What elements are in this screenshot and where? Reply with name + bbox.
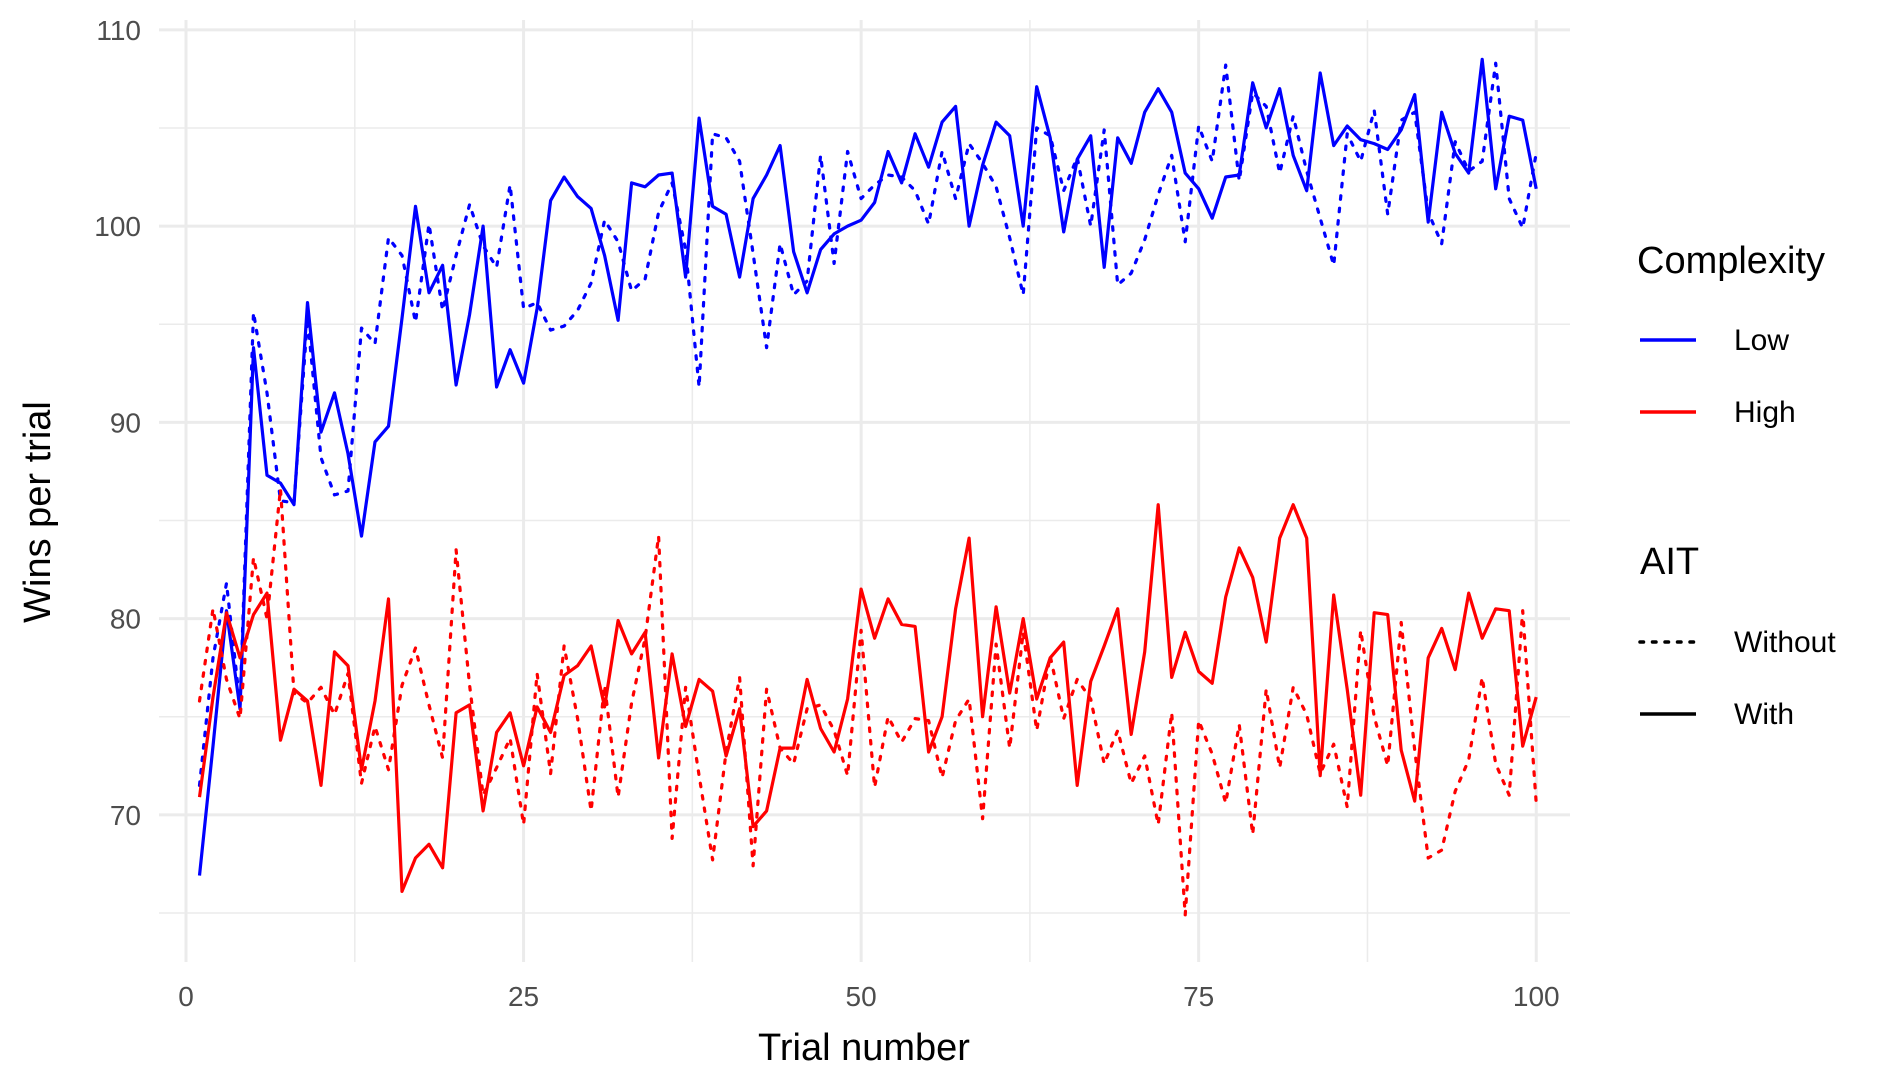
grid-major — [159, 20, 1570, 962]
x-tick-label: 25 — [508, 981, 539, 1012]
legend: Complexity Low High AIT Without With — [1637, 240, 1836, 731]
y-tick-label: 70 — [110, 800, 141, 831]
y-tick-label: 110 — [96, 15, 141, 46]
y-tick-label: 100 — [94, 211, 141, 242]
series-low-without — [197, 61, 1538, 788]
legend-title-complexity: Complexity — [1637, 240, 1825, 282]
x-tick-label: 50 — [846, 981, 877, 1012]
y-tick-label: 80 — [110, 604, 141, 635]
legend-label-with: With — [1734, 698, 1794, 731]
x-axis-title: Trial number — [758, 1027, 970, 1069]
y-tick-label: 90 — [110, 407, 141, 438]
series-low-with — [197, 57, 1538, 876]
x-axis-ticks: 0 25 50 75 100 — [178, 981, 1559, 1012]
series-layer — [197, 57, 1538, 917]
y-axis-title: Wins per trial — [17, 401, 59, 623]
x-tick-label: 100 — [1513, 981, 1560, 1012]
y-axis-ticks: 70 80 90 100 110 — [94, 15, 141, 831]
series-high-without — [197, 487, 1538, 917]
series-high-with — [197, 503, 1538, 894]
grid-minor — [159, 20, 1570, 962]
x-tick-label: 0 — [178, 981, 194, 1012]
legend-label-high: High — [1734, 396, 1796, 429]
legend-label-without: Without — [1734, 626, 1836, 659]
legend-title-ait: AIT — [1640, 541, 1699, 583]
x-tick-label: 75 — [1183, 981, 1214, 1012]
legend-label-low: Low — [1734, 324, 1789, 357]
